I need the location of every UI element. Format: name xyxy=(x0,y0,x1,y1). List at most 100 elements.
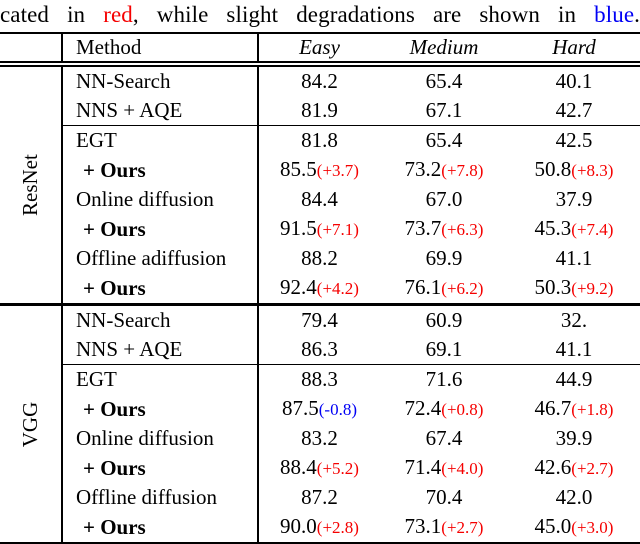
value-cell: 91.5(+7.1) xyxy=(258,214,380,244)
value-cell: 76.1(+6.2) xyxy=(380,273,508,305)
table-row: Online diffusion 83.2 67.4 39.9 xyxy=(0,424,640,453)
table-row: NNS + AQE 86.3 69.1 41.1 xyxy=(0,335,640,365)
header-medium: Medium xyxy=(380,32,508,67)
table-row: Offline diffusion 87.2 70.4 42.0 xyxy=(0,483,640,512)
score-value: 37.9 xyxy=(555,187,593,211)
value-cell: 69.9 xyxy=(380,244,508,273)
value-cell: 87.2 xyxy=(258,483,380,512)
score-value: 72.4 xyxy=(404,396,442,420)
value-cell: 39.9 xyxy=(508,424,640,453)
method-cell: Offline adiffusion xyxy=(62,244,259,273)
score-delta: (+2.8) xyxy=(316,518,359,537)
score-value: 88.3 xyxy=(301,367,338,391)
score-value: 91.5 xyxy=(280,216,317,240)
score-delta: (+2.7) xyxy=(571,459,614,478)
caption: cated in red, while slight degradations … xyxy=(0,1,640,29)
value-cell: 60.9 xyxy=(380,303,508,335)
score-value: 88.2 xyxy=(301,246,338,270)
method-cell: EGT xyxy=(62,125,259,155)
value-cell: 50.8(+8.3) xyxy=(508,155,640,185)
method-cell: + Ours xyxy=(62,512,259,544)
score-value: 42.0 xyxy=(555,485,593,509)
method-cell: NNS + AQE xyxy=(62,96,259,126)
value-cell: 88.2 xyxy=(258,244,380,273)
value-cell: 81.9 xyxy=(258,96,380,126)
score-value: 50.8 xyxy=(534,157,572,181)
method-cell: EGT xyxy=(62,364,259,394)
value-cell: 69.1 xyxy=(380,335,508,365)
caption-text-suffix: . xyxy=(634,2,640,27)
score-value: 71.6 xyxy=(425,367,463,391)
score-value: 50.3 xyxy=(534,275,572,299)
table-row: Online diffusion 84.4 67.0 37.9 xyxy=(0,185,640,214)
method-cell: NN-Search xyxy=(62,64,259,96)
score-value: 90.0 xyxy=(280,514,317,538)
score-value: 81.8 xyxy=(301,128,338,152)
score-value: 88.4 xyxy=(280,455,317,479)
score-delta: (+3.0) xyxy=(571,518,614,537)
score-delta: (+4.2) xyxy=(316,279,359,298)
score-delta: (+7.1) xyxy=(316,220,359,239)
score-value: 73.7 xyxy=(404,216,442,240)
table-row: NNS + AQE 81.9 67.1 42.7 xyxy=(0,96,640,126)
table-row: EGT 88.3 71.6 44.9 xyxy=(0,364,640,394)
value-cell: 42.7 xyxy=(508,96,640,126)
value-cell: 37.9 xyxy=(508,185,640,214)
score-value: 86.3 xyxy=(301,337,338,361)
value-cell: 65.4 xyxy=(380,126,508,156)
header-easy: Easy xyxy=(258,32,380,67)
score-value: 67.0 xyxy=(425,187,463,211)
method-cell: NNS + AQE xyxy=(62,335,259,365)
value-cell: 81.8 xyxy=(258,126,380,156)
method-cell: + Ours xyxy=(62,273,259,305)
value-cell: 73.2(+7.8) xyxy=(380,155,508,185)
value-cell: 67.4 xyxy=(380,424,508,453)
score-value: 81.9 xyxy=(301,98,338,122)
score-value: 41.1 xyxy=(555,246,593,270)
score-value: 60.9 xyxy=(425,308,463,332)
score-delta: (+8.3) xyxy=(571,161,614,180)
group-label-text: VGG xyxy=(18,401,42,447)
group-label-text: ResNet xyxy=(18,153,42,216)
score-value: 45.3 xyxy=(534,216,572,240)
value-cell: 90.0(+2.8) xyxy=(258,512,380,544)
method-cell: NN-Search xyxy=(62,303,259,335)
score-value: 69.1 xyxy=(425,337,463,361)
value-cell: 65.4 xyxy=(380,64,508,96)
score-value: 46.7 xyxy=(534,396,572,420)
header-method: Method xyxy=(62,32,259,67)
value-cell: 41.1 xyxy=(508,244,640,273)
value-cell: 73.7(+6.3) xyxy=(380,214,508,244)
method-cell: Online diffusion xyxy=(62,185,259,214)
caption-text-prefix: cated in xyxy=(0,2,104,27)
value-cell: 88.4(+5.2) xyxy=(258,453,380,483)
score-value: 87.5 xyxy=(282,396,319,420)
table-row: ResNet NN-Search 84.2 65.4 40.1 xyxy=(0,64,640,305)
caption-text-middle: , while slight degradations are shown in xyxy=(132,2,595,27)
score-delta: (+4.0) xyxy=(441,459,484,478)
score-delta: (+3.7) xyxy=(316,161,359,180)
score-value: 45.0 xyxy=(534,514,572,538)
value-cell: 50.3(+9.2) xyxy=(508,273,640,305)
score-value: 84.4 xyxy=(301,187,338,211)
caption-red-word: red xyxy=(103,2,133,27)
score-value: 70.4 xyxy=(425,485,463,509)
table-row: + Ours 91.5(+7.1) 73.7(+6.3) 45.3(+7.4) xyxy=(0,214,640,244)
group-label-vgg: VGG xyxy=(0,303,63,544)
value-cell: 71.4(+4.0) xyxy=(380,453,508,483)
score-delta: (+2.7) xyxy=(441,518,484,537)
method-cell: + Ours xyxy=(62,453,259,483)
method-cell: + Ours xyxy=(62,214,259,244)
score-value: 39.9 xyxy=(555,426,593,450)
value-cell: 46.7(+1.8) xyxy=(508,394,640,424)
results-table: Method Easy Medium Hard ResNet NN-Search 8… xyxy=(0,32,640,544)
score-value: 71.4 xyxy=(404,455,442,479)
value-cell: 45.3(+7.4) xyxy=(508,214,640,244)
score-value: 92.4 xyxy=(280,275,317,299)
score-value: 42.6 xyxy=(534,455,572,479)
value-cell: 42.5 xyxy=(508,126,640,156)
caption-blue-word: blue xyxy=(594,2,635,27)
value-cell: 40.1 xyxy=(508,64,640,96)
score-value: 83.2 xyxy=(301,426,338,450)
table-row: + Ours 90.0(+2.8) 73.1(+2.7) 45.0(+3.0) xyxy=(0,512,640,544)
